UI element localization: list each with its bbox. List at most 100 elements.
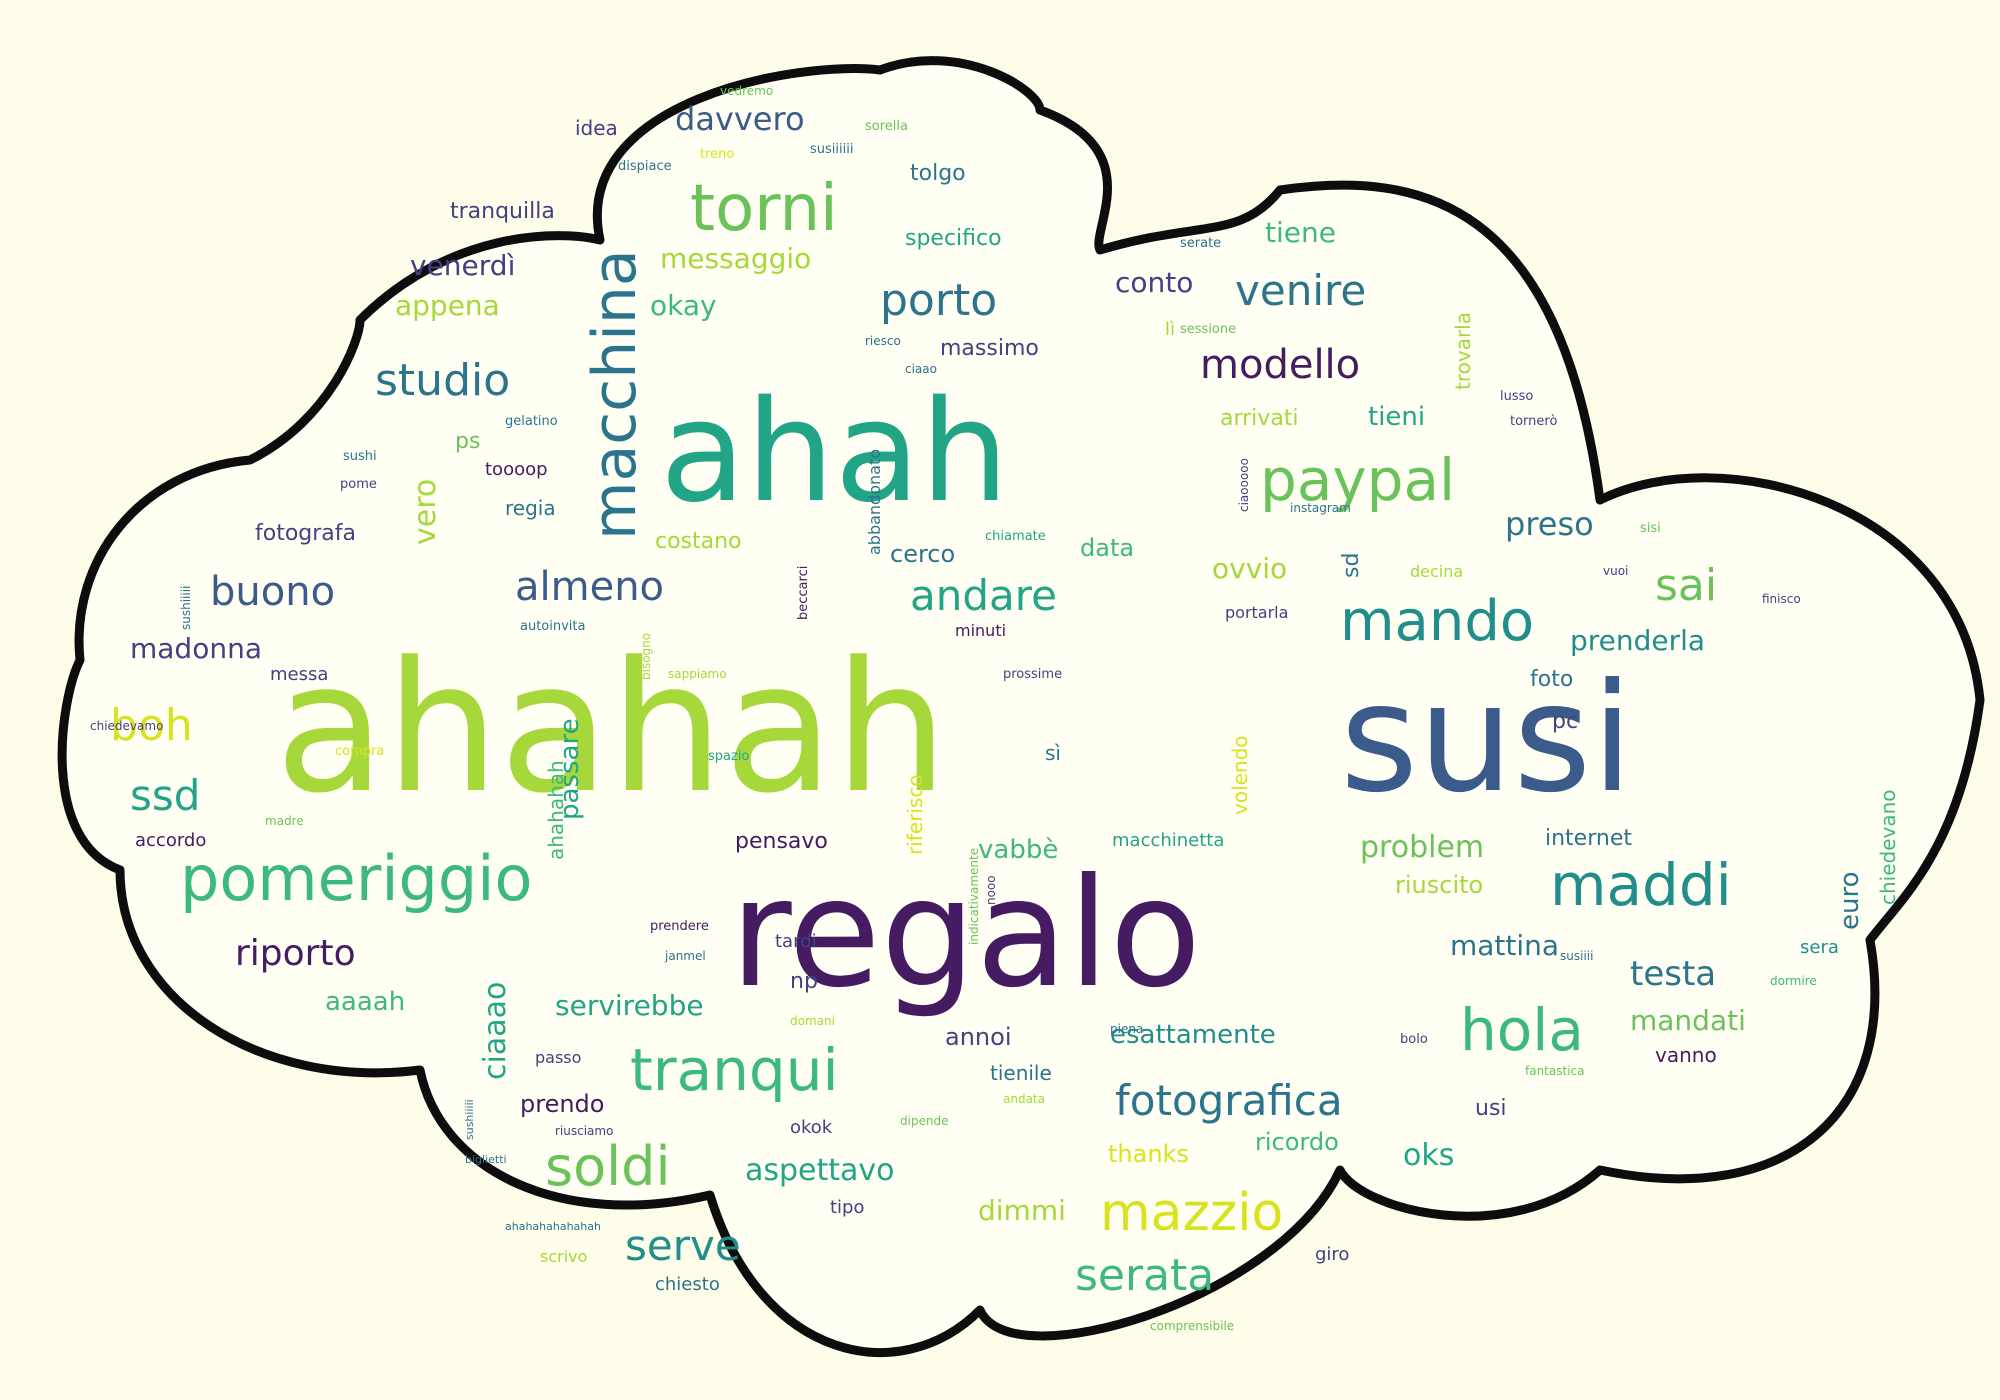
word-regalo: regalo — [730, 847, 1201, 1021]
word-ciaaao: ciaaao — [478, 982, 513, 1080]
word-tiene: tiene — [1265, 216, 1336, 249]
word-decina: decina — [1410, 562, 1463, 581]
word-vero: vero — [408, 479, 443, 545]
word-porto: porto — [880, 275, 997, 326]
word-autoinvita: autoinvita — [520, 619, 585, 634]
word-ahahahah: ahahahah — [544, 760, 568, 860]
word-chiesto: chiesto — [655, 1274, 720, 1295]
word-treno: treno — [700, 147, 734, 162]
word-fotografica: fotografica — [1115, 1076, 1343, 1125]
word-dipende: dipende — [900, 1114, 949, 1128]
word-prendere: prendere — [650, 919, 709, 934]
word-ahahahahahahah: ahahahahahahah — [505, 1220, 601, 1233]
word-davvero: davvero — [675, 100, 805, 138]
word-riferisco: riferisco — [903, 774, 927, 855]
word-instagram: instagram — [1290, 501, 1351, 515]
word-aspettavo: aspettavo — [745, 1153, 895, 1188]
word-indicativamente: indicativamente — [967, 848, 981, 945]
word-thanks: thanks — [1108, 1140, 1189, 1168]
word-fantastica: fantastica — [1525, 1064, 1584, 1078]
word-vedremo: vedremo — [720, 84, 773, 98]
word-accordo: accordo — [135, 830, 206, 851]
word-ahahah: ahahah — [275, 624, 948, 833]
word-passo: passo — [535, 1048, 581, 1067]
word-macchina: macchina — [580, 249, 650, 540]
word-appena: appena — [395, 289, 500, 322]
word-ahah: ahah — [660, 371, 1009, 534]
word-mando: mando — [1340, 589, 1534, 654]
word-venerdi: venerdì — [410, 249, 515, 282]
word-tolgo: tolgo — [910, 161, 966, 186]
word-maddi: maddi — [1550, 851, 1732, 919]
word-tornero: tornerò — [1510, 414, 1557, 429]
word-vanno: vanno — [1655, 1043, 1717, 1067]
word-mattina: mattina — [1450, 929, 1559, 962]
word-pomeriggio: pomeriggio — [180, 842, 532, 915]
word-arrivati: arrivati — [1220, 406, 1299, 431]
word-giro: giro — [1315, 1244, 1349, 1265]
word-spazio: spazio — [708, 749, 749, 764]
word-okok: okok — [790, 1117, 833, 1138]
word-prendo: prendo — [520, 1090, 604, 1118]
word-usi: usi — [1475, 1096, 1507, 1121]
word-macchinetta: macchinetta — [1112, 830, 1224, 851]
word-domani: domani — [790, 1014, 835, 1028]
word-specifico: specifico — [905, 226, 1002, 251]
word-sushiiiii: sushiiiii — [179, 586, 193, 630]
word-sessione: sessione — [1180, 322, 1236, 337]
word-cerco: cerco — [890, 540, 955, 568]
word-buono: buono — [210, 569, 335, 615]
word-finisco: finisco — [1762, 592, 1801, 606]
word-dimmi: dimmi — [978, 1194, 1066, 1227]
word-bolo: bolo — [1400, 1032, 1428, 1047]
word-ciaao: ciaao — [905, 362, 937, 376]
word-trovarla: trovarla — [1451, 312, 1475, 390]
word-abbandonato: abbandonato — [865, 449, 884, 555]
word-modello: modello — [1200, 342, 1360, 388]
word-pc: pc — [1552, 709, 1578, 734]
word-data: data — [1080, 534, 1134, 562]
word-torni: torni — [690, 172, 838, 246]
word-venire: venire — [1235, 266, 1366, 315]
word-comprensibile: comprensibile — [1150, 1319, 1234, 1333]
word-susiiii: susiiii — [1560, 949, 1593, 963]
word-almeno: almeno — [515, 564, 664, 610]
word-vuoi: vuoi — [1603, 564, 1628, 578]
word-bisogno: bisogno — [639, 633, 653, 680]
word-mandati: mandati — [1630, 1004, 1746, 1037]
word-studio: studio — [375, 355, 510, 406]
word-sorella: sorella — [865, 119, 908, 134]
word-toooop: toooop — [485, 459, 548, 480]
word-idea: idea — [575, 116, 618, 140]
word-nooo: nooo — [984, 875, 998, 905]
word-serve: serve — [625, 1221, 741, 1270]
word-riesco: riesco — [865, 334, 901, 348]
word-volendo: volendo — [1228, 735, 1252, 815]
word-massimo: massimo — [940, 336, 1039, 361]
word-messa: messa — [270, 664, 328, 685]
word-compra: compra — [335, 744, 384, 759]
word-riuscito: riuscito — [1395, 871, 1483, 899]
word-costano: costano — [655, 529, 742, 554]
word-riporto: riporto — [235, 933, 356, 974]
word-layer: ahahah susi regalo ahah macchina torni p… — [90, 84, 1900, 1333]
word-scrivo: scrivo — [540, 1247, 587, 1266]
word-sushiiiii-2: sushiiiii — [463, 1099, 476, 1140]
word-tardi: tardi — [775, 931, 817, 952]
word-problem: problem — [1360, 830, 1484, 865]
word-gelatino: gelatino — [505, 414, 558, 429]
word-dormire: dormire — [1770, 974, 1817, 988]
word-andare: andare — [910, 571, 1057, 620]
word-oks: oks — [1403, 1138, 1454, 1173]
word-testa: testa — [1630, 954, 1716, 994]
word-foto: foto — [1530, 667, 1573, 692]
cloud-shape — [57, 56, 1985, 1357]
word-okay: okay — [650, 289, 717, 322]
word-hola: hola — [1460, 996, 1584, 1064]
word-ps: ps — [455, 429, 480, 454]
word-susi: susi — [1340, 652, 1633, 826]
word-vabbe: vabbè — [978, 835, 1058, 865]
word-sappiamo: sappiamo — [668, 667, 727, 681]
word-sushi: sushi — [343, 449, 377, 464]
